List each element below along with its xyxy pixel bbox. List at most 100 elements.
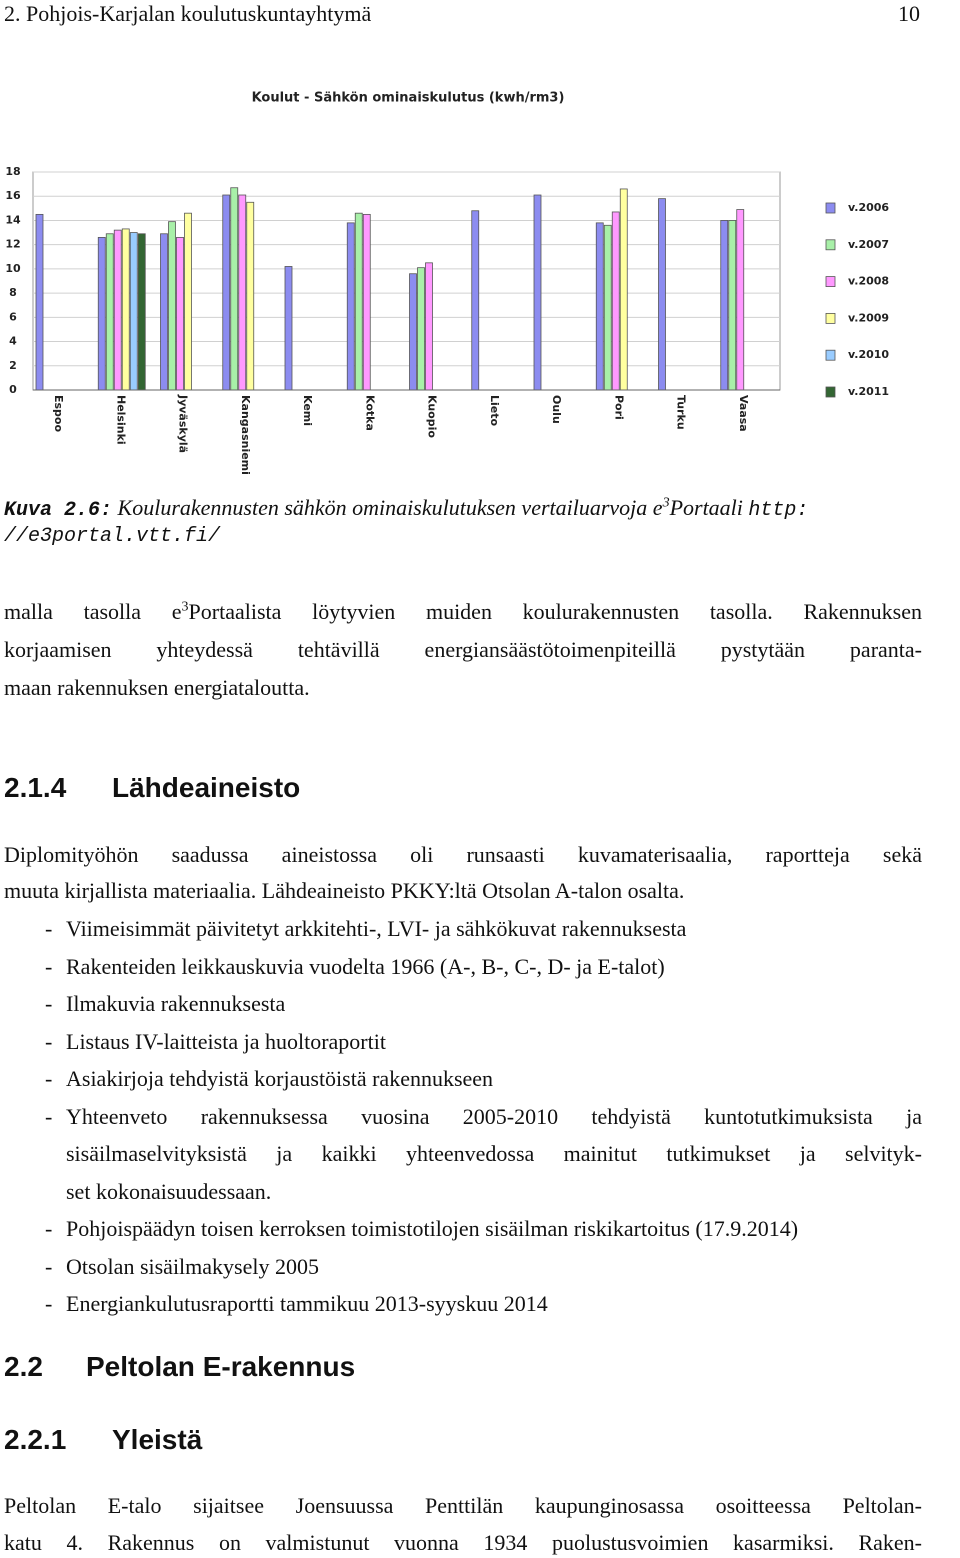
list-marker: - [45,916,53,941]
bar [619,188,628,391]
y-tick-label: 8 [9,286,17,299]
heading-title: Lähdeaineisto [112,772,301,803]
bar [184,212,192,391]
bar [137,233,146,391]
bar [160,233,168,391]
plot-area [32,171,781,391]
x-tick-label: Jyväskylä [177,394,190,453]
chart-title: Koulut - Sähkön ominaiskulutus (kwh/rm3) [252,91,565,106]
heading-number: 2.2 [4,1351,43,1382]
x-tick-label: Oulu [550,395,563,424]
x-tick-label: Lieto [488,395,501,426]
x-tick-label: Helsinki [114,395,127,445]
bar [728,220,737,391]
text: Portaalista löytyvien muiden koulurakenn… [188,599,922,624]
list-marker: - [45,1291,53,1316]
y-tick-label: 12 [5,238,20,251]
bar [238,194,247,391]
bar [346,222,355,391]
text-line: korjaamisen yhteydessä tehtävillä energi… [4,637,922,662]
bar [417,267,425,391]
chart: Koulut - Sähkön ominaiskulutus (kwh/rm3)… [5,91,889,475]
bar [222,194,231,391]
legend-swatch [825,386,836,398]
heading: 2.1.4 Lähdeaineisto [4,771,300,805]
list-item-line: Yhteenveto rakennuksessa vuosina 2005-20… [66,1103,922,1129]
text-line: maan rakennuksen energiataloutta. [4,675,310,700]
page-number: 10 [898,1,920,26]
text-line: Diplomityöhön saadussa aineistossa oli r… [4,842,922,867]
text-line: muuta kirjallista materiaalia. Lähdeaine… [4,878,685,903]
caption-url: http: [748,499,809,522]
legend-label: v.2008 [848,275,889,288]
y-tick-label: 6 [9,310,17,323]
bar [362,213,371,391]
caption-line: Kuva 2.6: Koulurakennusten sähkön ominai… [4,495,809,522]
y-tick-label: 16 [5,189,21,202]
bar [658,198,666,391]
bar [533,194,542,391]
bar [35,213,44,391]
text-line: Peltolan E-talo sijaitsee Joensuussa Pen… [4,1493,922,1518]
list-marker: - [45,991,53,1016]
y-tick-label: 2 [9,359,17,372]
superscript: 3 [662,495,670,511]
list-item-line: Viimeisimmät päivitetyt arkkitehti-, LVI… [66,916,687,941]
list-item-line: Rakenteiden leikkauskuvia vuodelta 1966 … [66,953,665,979]
heading-number: 2.1.4 [4,772,67,803]
legend-swatch [825,276,836,288]
legend-label: v.2011 [848,385,889,398]
list-item-line: Otsolan sisäilmakysely 2005 [66,1253,319,1279]
bar [354,212,363,391]
text: malla tasolla e [4,599,182,624]
y-tick-label: 4 [9,335,17,348]
bar [176,236,184,391]
caption-text: Portaali [669,495,743,520]
x-tick-label: Kemi [301,395,314,426]
list-item-line: Listaus IV-laitteista ja huoltoraportit [66,1028,386,1054]
list-item-line: Asiakirjoja tehdyistä korjaustöistä rake… [66,1066,494,1091]
legend-label: v.2009 [848,311,889,324]
bar [720,220,729,391]
bar [736,209,745,391]
bar [246,201,255,391]
list-item-line: Ilmakuvia rakennuksesta [66,991,286,1016]
heading-number: 2.2.1 [4,1424,67,1455]
list-marker: - [45,953,53,979]
legend-swatch [825,312,836,324]
list-marker: - [45,1216,53,1241]
list-marker: - [45,1253,53,1279]
list-item-line: sisäilmaselvityksistä ja kaikki yhteenve… [66,1141,922,1166]
text-line: malla tasolla e3Portaalista löytyvien mu… [4,599,922,625]
caption-url: //e3portal.vtt.fi/ [4,525,221,548]
legend-label: v.2007 [848,238,889,251]
list-item-line: Energiankulutusraportti tammikuu 2013-sy… [66,1291,548,1316]
y-tick-label: 14 [5,213,21,226]
heading: 2.2.1 Yleistä [4,1423,202,1457]
bar [230,187,239,391]
bar [611,211,620,391]
bar [603,224,612,391]
y-tick-label: 0 [9,383,17,396]
heading: 2.2 Peltolan E-rakennus [4,1350,355,1384]
x-tick-label: Kotka [363,395,376,431]
bar [121,228,130,391]
legend-swatch [825,349,836,361]
caption-text: Koulurakennusten sähkön ominaiskulutukse… [117,495,663,520]
bar [409,273,417,391]
bar [113,229,122,391]
heading-title: Yleistä [112,1424,203,1455]
bar [425,262,433,391]
list-marker: - [45,1103,53,1129]
bar [129,232,138,391]
list-item-line: set kokonaisuudessaan. [66,1178,272,1204]
x-tick-label: Vaasa [737,395,750,432]
bar [595,222,604,391]
legend-label: v.2006 [848,201,889,214]
legend-swatch [825,202,836,214]
x-tick-label: Turku [675,395,688,430]
y-tick-label: 18 [5,165,20,178]
heading-title: Peltolan E-rakennus [86,1351,356,1382]
x-tick-label: Espoo [52,395,65,432]
